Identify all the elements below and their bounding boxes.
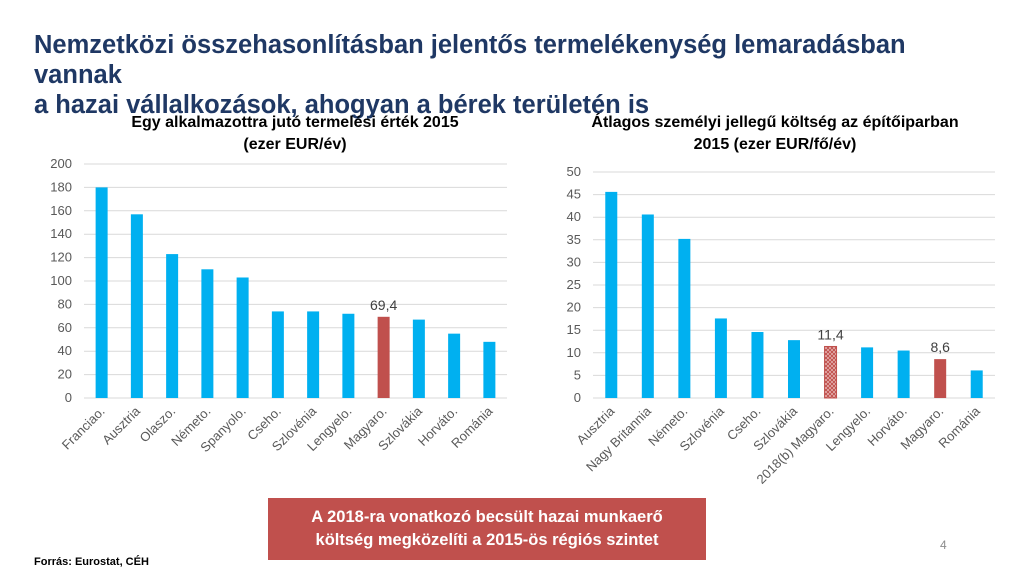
slide-title-line-1: Nemzetközi összehasonlításban jelentős t…	[34, 31, 906, 89]
chart1-bar	[271, 311, 284, 398]
chart1-y-tick-label: 100	[50, 273, 72, 288]
chart1-bar	[377, 316, 390, 398]
chart1-bar	[448, 333, 461, 398]
chart1-y-tick-label: 120	[50, 250, 72, 265]
chart2-y-tick-label: 0	[574, 390, 581, 405]
chart2-y-tick-label: 25	[567, 277, 581, 292]
chart2-bar	[678, 238, 691, 398]
chart1-bar	[130, 214, 143, 398]
chart1-bar	[201, 269, 214, 398]
chart1-bar	[483, 341, 496, 398]
chart1-y-tick-label: 160	[50, 203, 72, 218]
chart2-title-line-2: 2015 (ezer EUR/fő/év)	[693, 136, 857, 153]
source-note: Forrás: Eurostat, CÉH	[34, 556, 149, 568]
chart2-bar	[641, 214, 654, 398]
chart1-bar	[95, 187, 108, 398]
chart2-bar	[897, 350, 910, 398]
chart1-y-tick-label: 180	[50, 179, 72, 194]
chart1-y-tick-label: 80	[58, 296, 72, 311]
chart1-y-tick-label: 140	[50, 226, 72, 241]
chart1-y-tick-label: 0	[65, 390, 72, 405]
chart2-title: Átlagos személyi jellegű költség az épít…	[540, 112, 1010, 156]
chart2-bar	[788, 340, 800, 398]
chart1-y-tick-label: 200	[50, 156, 72, 171]
chart1-title: Egy alkalmazottra jutó termelési érték 2…	[60, 112, 530, 156]
chart2-y-tick-label: 15	[567, 322, 581, 337]
chart1-y-tick-label: 40	[58, 343, 72, 358]
chart2-y-tick-label: 50	[567, 164, 581, 179]
chart2-bar	[751, 332, 764, 398]
chart2-bar	[970, 370, 983, 398]
chart1-bar	[236, 277, 249, 398]
chart1-x-tick-label: Ausztria	[99, 403, 143, 447]
chart1-bar	[307, 311, 320, 398]
slide-title-line-2: a hazai vállalkozások, ahogyan a bérek t…	[34, 91, 650, 119]
callout-line-2: költség megközelíti a 2015-ös régiós szi…	[315, 531, 659, 549]
chart2-y-tick-label: 35	[567, 232, 581, 247]
callout-line-1: A 2018-ra vonatkozó becsült hazai munkae…	[311, 508, 663, 526]
chart2-bar	[934, 359, 947, 398]
chart2-x-tick-label: Nagy Britannia	[583, 403, 654, 474]
chart2-bar	[824, 345, 838, 399]
chart1-title-line-1: Egy alkalmazottra jutó termelési érték 2…	[131, 114, 459, 131]
chart1-y-tick-label: 20	[58, 367, 72, 382]
page-number: 4	[940, 538, 947, 552]
chart2-y-tick-label: 30	[567, 254, 581, 269]
callout-box: A 2018-ra vonatkozó becsült hazai munkae…	[268, 498, 706, 560]
chart1-bar	[412, 319, 425, 398]
chart2-y-tick-label: 5	[574, 367, 581, 382]
chart2-y-tick-label: 10	[567, 345, 581, 360]
chart1-bar	[166, 254, 179, 398]
chart2-data-label: 8,6	[930, 339, 950, 355]
chart2-data-label: 11,4	[817, 326, 843, 342]
chart2-y-tick-label: 45	[567, 187, 581, 202]
chart2-bar	[861, 347, 874, 398]
chart2-y-tick-label: 40	[567, 209, 581, 224]
chart1-y-tick-label: 60	[58, 320, 72, 335]
chart1-bar-chart: 0 20 40 60 80 100 120 140 160 180 200 Franciao.Ausz…	[50, 156, 507, 455]
chart1-title-line-2: (ezer EUR/év)	[243, 136, 347, 153]
chart2-bar	[714, 318, 727, 398]
chart1-bar	[342, 313, 355, 398]
chart2-title-line-1: Átlagos személyi jellegű költség az épít…	[591, 114, 959, 131]
slide-title: Nemzetközi összehasonlításban jelentős t…	[34, 30, 994, 120]
chart1-data-label: 69,4	[370, 297, 397, 313]
chart1-x-tick-label: Franciao.	[59, 404, 108, 453]
chart2-x-tick-label: Románia	[935, 403, 983, 451]
chart2-y-tick-label: 20	[567, 300, 581, 315]
chart2-bar	[605, 191, 618, 398]
